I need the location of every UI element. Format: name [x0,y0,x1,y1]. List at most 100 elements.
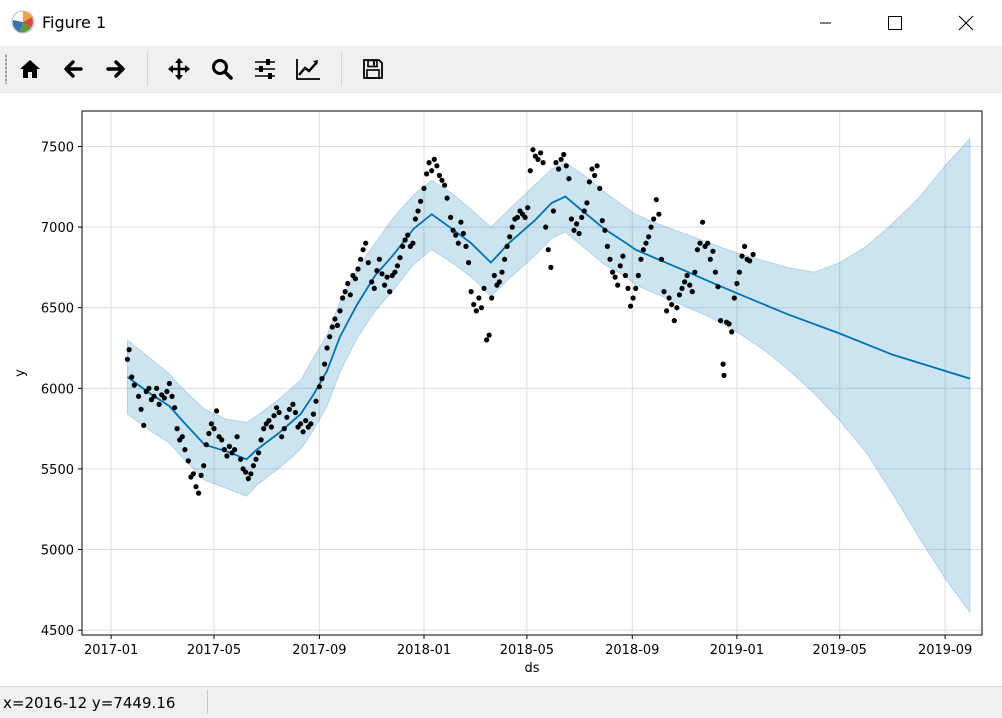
observed-point [682,279,688,285]
observed-point [653,197,659,203]
observed-point [190,471,196,477]
observed-point [579,214,585,220]
observed-point [594,163,600,169]
observed-point [136,393,142,399]
observed-point [496,279,502,285]
observed-point [214,408,220,414]
observed-point [612,274,618,280]
x-tick-label: 2017-01 [84,643,138,658]
observed-point [563,163,569,169]
observed-point [126,347,132,353]
observed-point [630,295,636,301]
zoom-button[interactable] [205,52,239,86]
observed-point [266,418,272,424]
y-tick-label: 7500 [41,140,74,155]
observed-point [238,456,244,462]
observed-point [545,247,551,253]
toolbar-separator [341,52,342,86]
observed-point [394,263,400,269]
observed-point [429,168,435,174]
observed-point [365,260,371,266]
observed-point [342,289,348,295]
y-tick-label: 6000 [41,382,74,397]
observed-point [674,305,680,311]
observed-point [166,380,172,387]
observed-point [392,269,398,275]
observed-point [597,185,603,191]
observed-point [434,163,440,169]
observed-point [268,424,274,430]
observed-point [622,272,629,279]
observed-point [684,272,690,279]
forecast-chart[interactable]: 2017-01 2017-05 2017-09 2018-01 2018-05 2018-… [0,93,1002,685]
observed-point [271,413,277,419]
figure-canvas[interactable]: 2017-01 2017-05 2017-09 2018-01 2018-05 2018-… [0,93,1002,685]
observed-point [310,411,316,417]
observed-point [308,421,314,427]
minimize-icon [820,22,831,24]
close-window-button[interactable] [943,0,989,46]
close-icon [958,15,974,31]
observed-point [369,279,375,285]
home-button[interactable] [13,52,47,86]
observed-point [607,256,613,262]
observed-point [646,234,652,240]
minimize-button[interactable] [803,0,849,46]
pan-button[interactable] [162,52,196,86]
observed-point [602,227,608,233]
observed-point [258,437,264,443]
observed-point [329,324,335,330]
observed-point [208,421,214,427]
observed-point [739,253,745,259]
observed-point [274,405,280,411]
observed-point [712,269,719,275]
observed-point [174,426,180,432]
observed-point [525,205,531,211]
observed-point [734,280,740,287]
observed-point [363,240,369,246]
forward-button[interactable] [99,52,133,86]
observed-point [671,318,677,324]
observed-point [347,292,353,298]
observed-point [692,269,698,275]
observed-point [625,285,631,291]
observed-point [352,276,358,282]
observed-point [281,426,287,432]
observed-point [371,285,377,291]
observed-point [548,264,554,270]
observed-point [742,243,748,249]
observed-point [355,266,361,272]
configure-subplots-button[interactable] [248,52,282,86]
observed-point [633,285,639,291]
observed-point [543,224,549,230]
observed-point [502,256,508,262]
observed-point [444,195,450,201]
observed-point [455,240,461,246]
observed-point [610,269,616,275]
observed-point [592,172,598,179]
back-button[interactable] [56,52,90,86]
toolbar-grip[interactable] [5,54,7,84]
maximize-button[interactable] [872,0,918,46]
observed-point [402,237,408,243]
observed-point [535,156,541,162]
observed-point [256,450,262,456]
y-axis-ticks: 4500 5000 5500 6000 6500 7000 7500 [41,140,82,639]
observed-point [615,282,621,288]
observed-point [731,295,737,301]
observed-point [334,322,340,328]
observed-point [589,166,595,172]
home-icon [20,60,40,78]
observed-point [561,151,567,158]
observed-point [211,426,217,432]
axes-frame [81,110,983,636]
observed-point [514,214,521,220]
save-figure-button[interactable] [356,52,390,86]
observed-point [138,406,144,412]
observed-point [476,295,482,301]
edit-axis-button[interactable] [291,52,325,86]
status-bar: x=2016-12 y=7449.16 [0,686,1002,718]
observed-point [319,376,325,382]
observed-point [486,332,492,338]
observed-point [471,301,477,308]
